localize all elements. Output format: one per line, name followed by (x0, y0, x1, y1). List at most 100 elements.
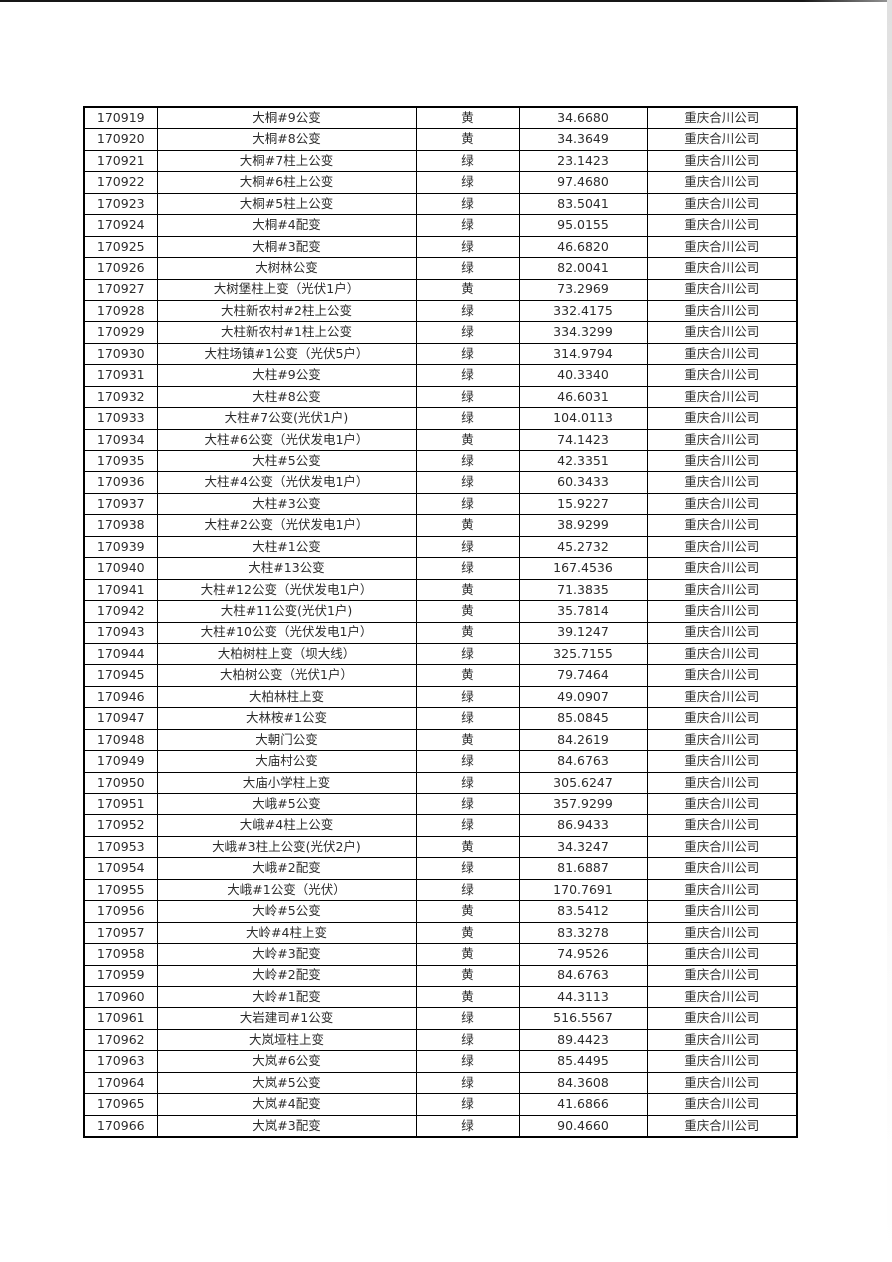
table-row: 170937 大柱#3公变绿 15.9227 重庆合川公司 (83, 492, 798, 516)
cell-status-color: 黄 (415, 278, 520, 301)
table-row: 170924 大桐#4配变绿 95.0155 重庆合川公司 (83, 214, 798, 237)
cell-company-name: 重庆合川公司 (646, 428, 798, 452)
cell-status-color: 绿 (415, 1093, 520, 1116)
cell-transformer-name: 大岭#1配变 (156, 985, 417, 1009)
cell-transformer-name: 大柏树公变（光伏1户） (156, 664, 417, 687)
table-row: 170962 大岚垭柱上变绿 89.4423 重庆合川公司 (83, 1028, 798, 1052)
cell-status-color: 绿 (415, 471, 520, 494)
table-row: 170921 大桐#7柱上公变绿 23.1423 重庆合川公司 (83, 149, 798, 173)
cell-record-id: 170953 (83, 835, 158, 859)
cell-status-color: 绿 (415, 364, 520, 387)
cell-load-value: 83.3278 (518, 921, 648, 945)
cell-status-color: 绿 (415, 642, 520, 666)
cell-transformer-name: 大林桉#1公变 (156, 707, 417, 730)
cell-load-value: 85.0845 (518, 707, 648, 730)
cell-record-id: 170923 (83, 192, 158, 216)
table-row: 170936 大柱#4公变（光伏发电1户）绿 60.3433 重庆合川公司 (83, 471, 798, 494)
table-row: 170919 大桐#9公变黄 34.6680 重庆合川公司 (83, 106, 798, 130)
table-row: 170960 大岭#1配变黄 44.3113 重庆合川公司 (83, 985, 798, 1009)
table-row: 170950 大庙小学柱上变绿 305.6247 重庆合川公司 (83, 771, 798, 795)
cell-transformer-name: 大柱#3公变 (156, 492, 417, 516)
cell-status-color: 绿 (415, 750, 520, 773)
cell-load-value: 314.9794 (518, 342, 648, 366)
cell-company-name: 重庆合川公司 (646, 385, 798, 409)
table-row: 170926 大树林公变绿 82.0041 重庆合川公司 (83, 257, 798, 280)
cell-company-name: 重庆合川公司 (646, 149, 798, 173)
cell-load-value: 334.3299 (518, 321, 648, 344)
cell-transformer-name: 大桐#3配变 (156, 235, 417, 259)
table-row: 170946 大柏林柱上变绿 49.0907 重庆合川公司 (83, 685, 798, 709)
cell-transformer-name: 大桐#5柱上公变 (156, 192, 417, 216)
cell-transformer-name: 大柱#5公变 (156, 449, 417, 473)
table-row: 170954 大峨#2配变绿 81.6887 重庆合川公司 (83, 857, 798, 880)
cell-status-color: 绿 (415, 814, 520, 837)
cell-status-color: 绿 (415, 857, 520, 880)
cell-load-value: 83.5041 (518, 192, 648, 216)
cell-record-id: 170946 (83, 685, 158, 709)
cell-transformer-name: 大桐#9公变 (156, 106, 417, 130)
cell-transformer-name: 大柱新农村#1柱上公变 (156, 321, 417, 344)
cell-load-value: 170.7691 (518, 878, 648, 902)
cell-load-value: 81.6887 (518, 857, 648, 880)
cell-record-id: 170924 (83, 214, 158, 237)
cell-record-id: 170936 (83, 471, 158, 494)
cell-transformer-name: 大树堡柱上变（光伏1户） (156, 278, 417, 301)
table-row: 170948 大朝门公变黄 84.2619 重庆合川公司 (83, 728, 798, 752)
cell-company-name: 重庆合川公司 (646, 299, 798, 323)
cell-transformer-name: 大柱场镇#1公变（光伏5户） (156, 342, 417, 366)
cell-load-value: 34.6680 (518, 106, 648, 130)
cell-record-id: 170966 (83, 1114, 158, 1138)
cell-status-color: 绿 (415, 449, 520, 473)
cell-load-value: 85.4495 (518, 1050, 648, 1073)
cell-status-color: 黄 (415, 900, 520, 923)
cell-status-color: 绿 (415, 257, 520, 280)
cell-company-name: 重庆合川公司 (646, 964, 798, 987)
cell-status-color: 黄 (415, 578, 520, 602)
cell-record-id: 170933 (83, 407, 158, 430)
cell-status-color: 绿 (415, 1028, 520, 1052)
table-row: 170952 大峨#4柱上公变绿 86.9433 重庆合川公司 (83, 814, 798, 837)
table-row: 170930 大柱场镇#1公变（光伏5户）绿 314.9794 重庆合川公司 (83, 342, 798, 366)
cell-load-value: 104.0113 (518, 407, 648, 430)
cell-status-color: 绿 (415, 235, 520, 259)
cell-transformer-name: 大柱#7公变(光伏1户) (156, 407, 417, 430)
cell-load-value: 84.2619 (518, 728, 648, 752)
cell-record-id: 170928 (83, 299, 158, 323)
cell-status-color: 绿 (415, 792, 520, 816)
cell-load-value: 71.3835 (518, 578, 648, 602)
top-edge-line (0, 0, 892, 2)
cell-company-name: 重庆合川公司 (646, 257, 798, 280)
cell-company-name: 重庆合川公司 (646, 985, 798, 1009)
cell-record-id: 170948 (83, 728, 158, 752)
cell-record-id: 170950 (83, 771, 158, 795)
cell-load-value: 40.3340 (518, 364, 648, 387)
cell-load-value: 516.5567 (518, 1007, 648, 1030)
table-row: 170953 大峨#3柱上公变(光伏2户) 黄 34.3247 重庆合川公司 (83, 835, 798, 859)
cell-company-name: 重庆合川公司 (646, 771, 798, 795)
cell-company-name: 重庆合川公司 (646, 128, 798, 151)
cell-status-color: 黄 (415, 728, 520, 752)
cell-record-id: 170926 (83, 257, 158, 280)
cell-load-value: 89.4423 (518, 1028, 648, 1052)
cell-transformer-name: 大岭#2配变 (156, 964, 417, 987)
cell-transformer-name: 大桐#6柱上公变 (156, 171, 417, 194)
cell-company-name: 重庆合川公司 (646, 600, 798, 623)
cell-transformer-name: 大柱#9公变 (156, 364, 417, 387)
cell-record-id: 170925 (83, 235, 158, 259)
cell-record-id: 170963 (83, 1050, 158, 1073)
cell-record-id: 170929 (83, 321, 158, 344)
cell-transformer-name: 大柱#1公变 (156, 535, 417, 559)
cell-company-name: 重庆合川公司 (646, 235, 798, 259)
cell-record-id: 170951 (83, 792, 158, 816)
table-row: 170928 大柱新农村#2柱上公变绿 332.4175 重庆合川公司 (83, 299, 798, 323)
cell-company-name: 重庆合川公司 (646, 171, 798, 194)
cell-status-color: 黄 (415, 621, 520, 644)
cell-load-value: 42.3351 (518, 449, 648, 473)
cell-company-name: 重庆合川公司 (646, 321, 798, 344)
cell-transformer-name: 大柱#8公变 (156, 385, 417, 409)
cell-status-color: 绿 (415, 214, 520, 237)
cell-record-id: 170932 (83, 385, 158, 409)
cell-company-name: 重庆合川公司 (646, 471, 798, 494)
cell-record-id: 170952 (83, 814, 158, 837)
